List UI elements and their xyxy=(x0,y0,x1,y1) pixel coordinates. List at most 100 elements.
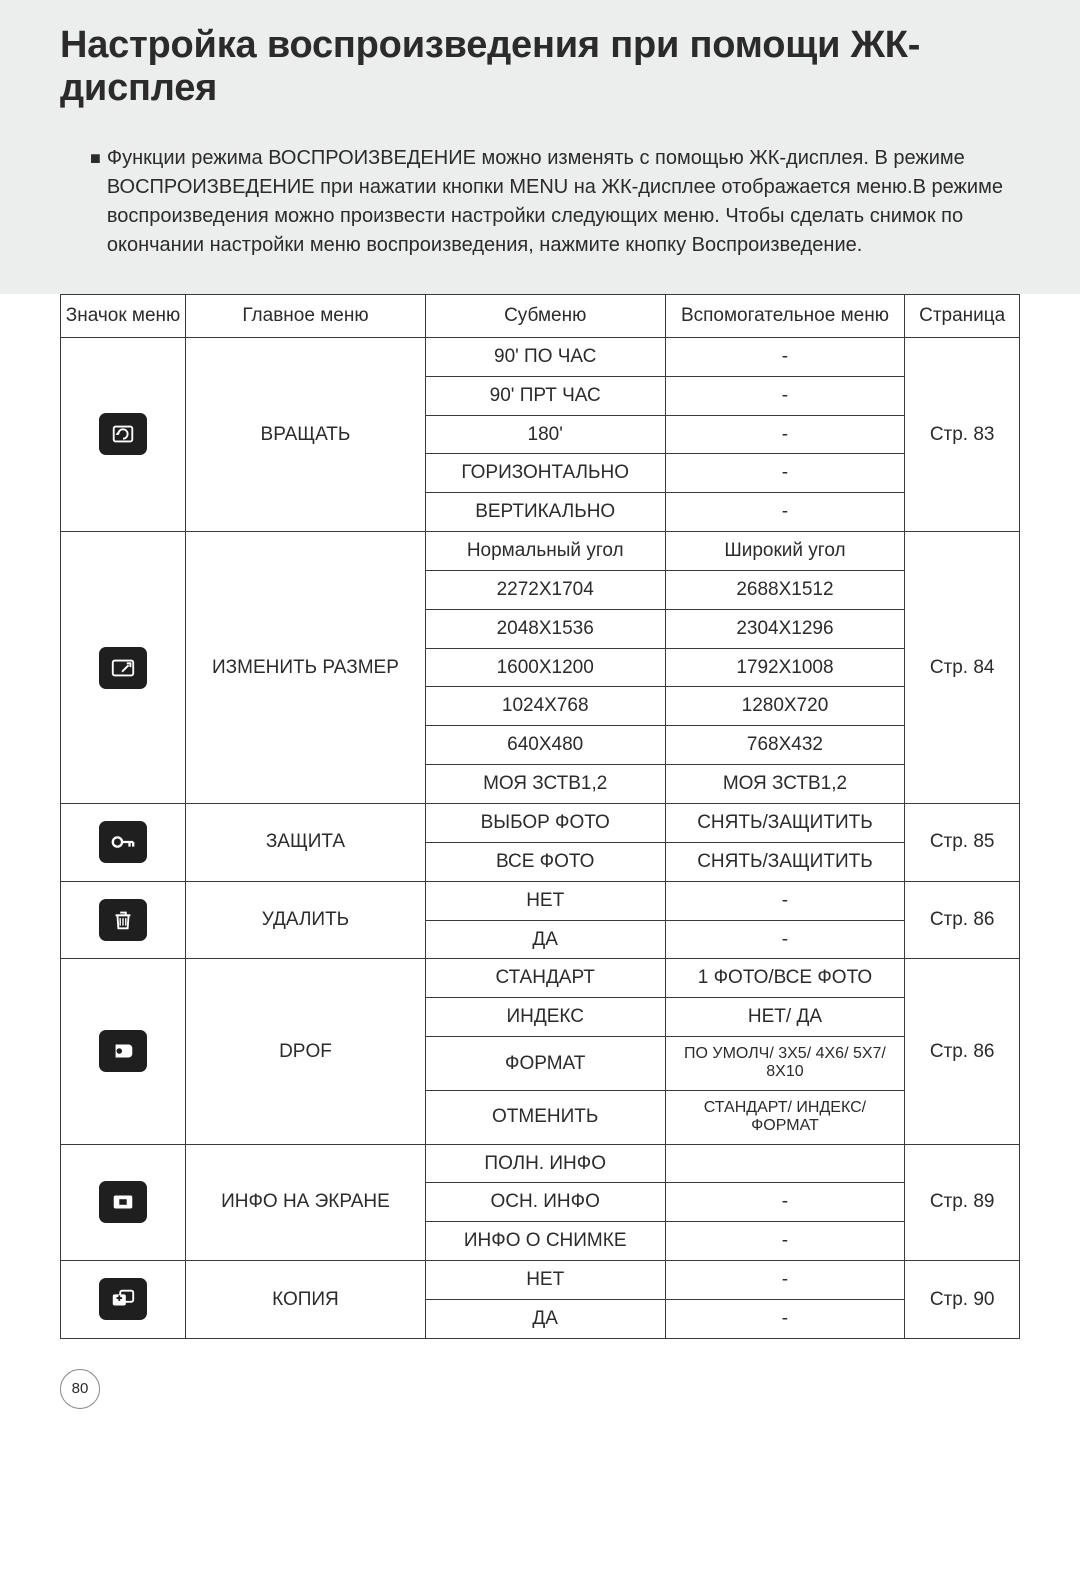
aux-cell: - xyxy=(665,1299,905,1338)
page-cell: Стр. 85 xyxy=(905,803,1020,881)
aux-cell: 2688X1512 xyxy=(665,570,905,609)
main-cell: DPOF xyxy=(186,959,426,1144)
sub-cell: ВЕРТИКАЛЬНО xyxy=(425,493,665,532)
aux-cell: НЕТ/ ДА xyxy=(665,998,905,1037)
main-cell: КОПИЯ xyxy=(186,1261,426,1339)
sub-cell: 180' xyxy=(425,415,665,454)
table-row: DPOF СТАНДАРТ 1 ФОТО/ВСЕ ФОТО Стр. 86 xyxy=(61,959,1020,998)
sub-cell: ФОРМАТ xyxy=(425,1037,665,1091)
page-title: Настройка воспроизведения при помощи ЖК-… xyxy=(60,24,1042,110)
icon-cell-osd xyxy=(61,1144,186,1261)
sub-cell: 1024X768 xyxy=(425,687,665,726)
sub-cell: 2048X1536 xyxy=(425,609,665,648)
trash-icon xyxy=(99,899,147,941)
sub-cell: ОТМЕНИТЬ xyxy=(425,1090,665,1144)
copy-icon xyxy=(99,1278,147,1320)
icon-cell-dpof xyxy=(61,959,186,1144)
main-cell: ЗАЩИТА xyxy=(186,803,426,881)
sub-cell: ГОРИЗОНТАЛЬНО xyxy=(425,454,665,493)
aux-cell: - xyxy=(665,493,905,532)
aux-cell: - xyxy=(665,1222,905,1261)
sub-cell: ПОЛН. ИНФО xyxy=(425,1144,665,1183)
sub-cell: 640X480 xyxy=(425,726,665,765)
aux-cell: - xyxy=(665,376,905,415)
page-cell: Стр. 86 xyxy=(905,881,1020,959)
rotate-icon xyxy=(99,413,147,455)
table-header-row: Значок меню Главное меню Субменю Вспомог… xyxy=(61,295,1020,338)
menu-table: Значок меню Главное меню Субменю Вспомог… xyxy=(60,294,1020,1339)
menu-table-wrap: Значок меню Главное меню Субменю Вспомог… xyxy=(0,294,1080,1339)
page-cell: Стр. 90 xyxy=(905,1261,1020,1339)
aux-cell: 1792X1008 xyxy=(665,648,905,687)
sub-cell: НЕТ xyxy=(425,1261,665,1300)
icon-cell-protect xyxy=(61,803,186,881)
sub-cell: ВСЕ ФОТО xyxy=(425,842,665,881)
main-cell: ИНФО НА ЭКРАНЕ xyxy=(186,1144,426,1261)
sub-cell: НЕТ xyxy=(425,881,665,920)
aux-cell: СНЯТЬ/ЗАЩИТИТЬ xyxy=(665,803,905,842)
aux-cell: - xyxy=(665,881,905,920)
sub-cell: ДА xyxy=(425,920,665,959)
page-cell: Стр. 83 xyxy=(905,337,1020,531)
table-row: ИЗМЕНИТЬ РАЗМЕР Нормальный угол Широкий … xyxy=(61,532,1020,571)
sub-cell: 90' ПРТ ЧАС xyxy=(425,376,665,415)
page-cell: Стр. 84 xyxy=(905,532,1020,804)
aux-cell: 1280X720 xyxy=(665,687,905,726)
aux-cell: 1 ФОТО/ВСЕ ФОТО xyxy=(665,959,905,998)
aux-cell: СНЯТЬ/ЗАЩИТИТЬ xyxy=(665,842,905,881)
page-cell: Стр. 89 xyxy=(905,1144,1020,1261)
aux-cell: 2304X1296 xyxy=(665,609,905,648)
dpof-icon xyxy=(99,1030,147,1072)
key-icon xyxy=(99,821,147,863)
aux-cell: - xyxy=(665,920,905,959)
sub-cell: МОЯ ЗСТВ1,2 xyxy=(425,765,665,804)
icon-cell-delete xyxy=(61,881,186,959)
aux-cell: - xyxy=(665,1261,905,1300)
sub-cell: ИНФО О СНИМКЕ xyxy=(425,1222,665,1261)
sub-cell: ИНДЕКС xyxy=(425,998,665,1037)
table-row: КОПИЯ НЕТ - Стр. 90 xyxy=(61,1261,1020,1300)
page-footer: 80 xyxy=(0,1339,1080,1439)
page-number: 80 xyxy=(60,1369,100,1409)
manual-page: Настройка воспроизведения при помощи ЖК-… xyxy=(0,0,1080,1439)
sub-cell: 2272X1704 xyxy=(425,570,665,609)
bullet-icon: ■ xyxy=(90,144,101,172)
th-main: Главное меню xyxy=(186,295,426,338)
main-cell: УДАЛИТЬ xyxy=(186,881,426,959)
icon-cell-resize xyxy=(61,532,186,804)
aux-cell: - xyxy=(665,337,905,376)
sub-cell: 90' ПО ЧАС xyxy=(425,337,665,376)
sub-cell: ВЫБОР ФОТО xyxy=(425,803,665,842)
th-page: Страница xyxy=(905,295,1020,338)
aux-cell: СТАНДАРТ/ ИНДЕКС/ ФОРМАТ xyxy=(665,1090,905,1144)
aux-cell: - xyxy=(665,454,905,493)
aux-cell xyxy=(665,1144,905,1183)
osd-icon xyxy=(99,1181,147,1223)
table-row: ВРАЩАТЬ 90' ПО ЧАС - Стр. 83 xyxy=(61,337,1020,376)
table-row: ЗАЩИТА ВЫБОР ФОТО СНЯТЬ/ЗАЩИТИТЬ Стр. 85 xyxy=(61,803,1020,842)
intro-text: Функции режима ВОСПРОИЗВЕДЕНИЕ можно изм… xyxy=(107,144,1042,260)
main-cell: ИЗМЕНИТЬ РАЗМЕР xyxy=(186,532,426,804)
table-row: УДАЛИТЬ НЕТ - Стр. 86 xyxy=(61,881,1020,920)
main-cell: ВРАЩАТЬ xyxy=(186,337,426,531)
intro-block: ■ Функции режима ВОСПРОИЗВЕДЕНИЕ можно и… xyxy=(60,144,1042,260)
sub-cell: Нормальный угол xyxy=(425,532,665,571)
table-row: ИНФО НА ЭКРАНЕ ПОЛН. ИНФО Стр. 89 xyxy=(61,1144,1020,1183)
sub-cell: СТАНДАРТ xyxy=(425,959,665,998)
sub-cell: ДА xyxy=(425,1299,665,1338)
header-band: Настройка воспроизведения при помощи ЖК-… xyxy=(0,0,1080,308)
aux-cell: - xyxy=(665,1183,905,1222)
aux-cell: 768X432 xyxy=(665,726,905,765)
th-icon: Значок меню xyxy=(61,295,186,338)
icon-cell-copy xyxy=(61,1261,186,1339)
aux-cell: - xyxy=(665,415,905,454)
aux-cell: ПО УМОЛЧ/ 3X5/ 4X6/ 5X7/ 8X10 xyxy=(665,1037,905,1091)
icon-cell-rotate xyxy=(61,337,186,531)
aux-cell: МОЯ ЗСТВ1,2 xyxy=(665,765,905,804)
th-sub: Субменю xyxy=(425,295,665,338)
aux-cell: Широкий угол xyxy=(665,532,905,571)
sub-cell: 1600X1200 xyxy=(425,648,665,687)
th-aux: Вспомогательное меню xyxy=(665,295,905,338)
resize-icon xyxy=(99,647,147,689)
sub-cell: ОСН. ИНФО xyxy=(425,1183,665,1222)
